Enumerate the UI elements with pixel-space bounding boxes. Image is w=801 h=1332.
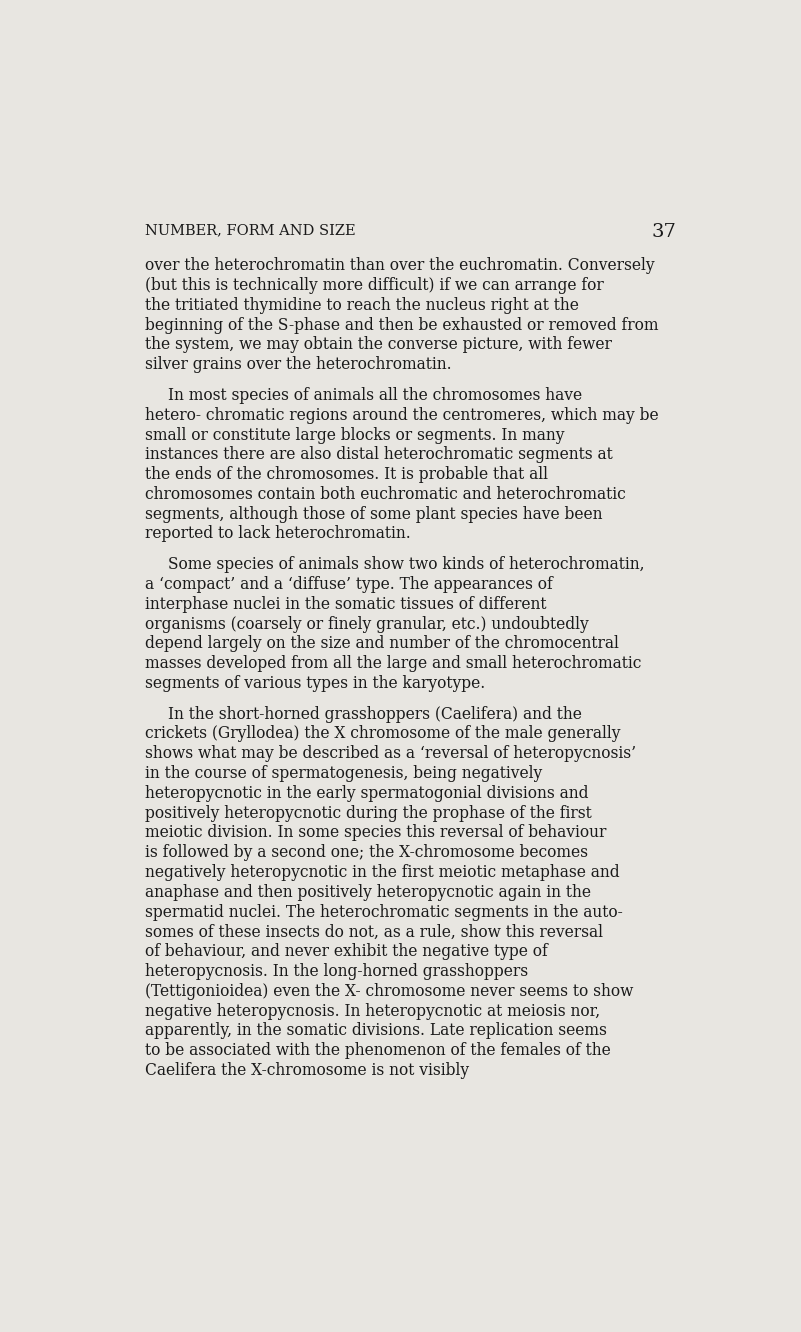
- Text: negatively heteropycnotic in the first meiotic metaphase and: negatively heteropycnotic in the first m…: [145, 864, 619, 880]
- Text: beginning of the S-phase and then be exhausted or removed from: beginning of the S-phase and then be exh…: [145, 317, 658, 333]
- Text: shows what may be described as a ‘reversal of heteropycnosis’: shows what may be described as a ‘revers…: [145, 745, 636, 762]
- Text: the system, we may obtain the converse picture, with fewer: the system, we may obtain the converse p…: [145, 337, 612, 353]
- Text: chromosomes contain both euchromatic and heterochromatic: chromosomes contain both euchromatic and…: [145, 486, 626, 503]
- Text: masses developed from all the large and small heterochromatic: masses developed from all the large and …: [145, 655, 641, 673]
- Text: depend largely on the size and number of the chromocentral: depend largely on the size and number of…: [145, 635, 618, 653]
- Text: heteropycnotic in the early spermatogonial divisions and: heteropycnotic in the early spermatogoni…: [145, 785, 588, 802]
- Text: segments, although those of some plant species have been: segments, although those of some plant s…: [145, 506, 602, 522]
- Text: (Tettigonioidea) even the X- chromosome never seems to show: (Tettigonioidea) even the X- chromosome …: [145, 983, 634, 1000]
- Text: NUMBER, FORM AND SIZE: NUMBER, FORM AND SIZE: [145, 224, 356, 237]
- Text: of behaviour, and never exhibit the negative type of: of behaviour, and never exhibit the nega…: [145, 943, 548, 960]
- Text: crickets (Gryllodea) the X chromosome of the male generally: crickets (Gryllodea) the X chromosome of…: [145, 726, 620, 742]
- Text: in the course of spermatogenesis, being negatively: in the course of spermatogenesis, being …: [145, 765, 542, 782]
- Text: silver grains over the heterochromatin.: silver grains over the heterochromatin.: [145, 356, 452, 373]
- Text: In most species of animals all the chromosomes have: In most species of animals all the chrom…: [168, 386, 582, 404]
- Text: meiotic division. In some species this reversal of behaviour: meiotic division. In some species this r…: [145, 825, 606, 842]
- Text: interphase nuclei in the somatic tissues of different: interphase nuclei in the somatic tissues…: [145, 595, 546, 613]
- Text: positively heteropycnotic during the prophase of the first: positively heteropycnotic during the pro…: [145, 805, 592, 822]
- Text: anaphase and then positively heteropycnotic again in the: anaphase and then positively heteropycno…: [145, 884, 591, 900]
- Text: to be associated with the phenomenon of the females of the: to be associated with the phenomenon of …: [145, 1042, 610, 1059]
- Text: organisms (coarsely or finely granular, etc.) undoubtedly: organisms (coarsely or finely granular, …: [145, 615, 589, 633]
- Text: the tritiated thymidine to reach the nucleus right at the: the tritiated thymidine to reach the nuc…: [145, 297, 578, 314]
- Text: Some species of animals show two kinds of heterochromatin,: Some species of animals show two kinds o…: [168, 557, 645, 573]
- Text: is followed by a second one; the X-chromosome becomes: is followed by a second one; the X-chrom…: [145, 844, 588, 862]
- Text: a ‘compact’ and a ‘diffuse’ type. The appearances of: a ‘compact’ and a ‘diffuse’ type. The ap…: [145, 575, 553, 593]
- Text: instances there are also distal heterochromatic segments at: instances there are also distal heteroch…: [145, 446, 613, 464]
- Text: 37: 37: [651, 224, 676, 241]
- Text: hetero- chromatic regions around the centromeres, which may be: hetero- chromatic regions around the cen…: [145, 406, 658, 424]
- Text: the ends of the chromosomes. It is probable that all: the ends of the chromosomes. It is proba…: [145, 466, 548, 484]
- Text: over the heterochromatin than over the euchromatin. Conversely: over the heterochromatin than over the e…: [145, 257, 654, 274]
- Text: segments of various types in the karyotype.: segments of various types in the karyoty…: [145, 675, 485, 691]
- Text: negative heteropycnosis. In heteropycnotic at meiosis nor,: negative heteropycnosis. In heteropycnot…: [145, 1003, 600, 1019]
- Text: spermatid nuclei. The heterochromatic segments in the auto-: spermatid nuclei. The heterochromatic se…: [145, 903, 622, 920]
- Text: reported to lack heterochromatin.: reported to lack heterochromatin.: [145, 526, 411, 542]
- Text: somes of these insects do not, as a rule, show this reversal: somes of these insects do not, as a rule…: [145, 923, 603, 940]
- Text: (but this is technically more difficult) if we can arrange for: (but this is technically more difficult)…: [145, 277, 604, 294]
- Text: apparently, in the somatic divisions. Late replication seems: apparently, in the somatic divisions. La…: [145, 1023, 606, 1039]
- Text: Caelifera the X-chromosome is not visibly: Caelifera the X-chromosome is not visibl…: [145, 1062, 469, 1079]
- Text: In the short-horned grasshoppers (Caelifera) and the: In the short-horned grasshoppers (Caelif…: [168, 706, 582, 723]
- Text: heteropycnosis. In the long-horned grasshoppers: heteropycnosis. In the long-horned grass…: [145, 963, 528, 980]
- Text: small or constitute large blocks or segments. In many: small or constitute large blocks or segm…: [145, 426, 565, 444]
